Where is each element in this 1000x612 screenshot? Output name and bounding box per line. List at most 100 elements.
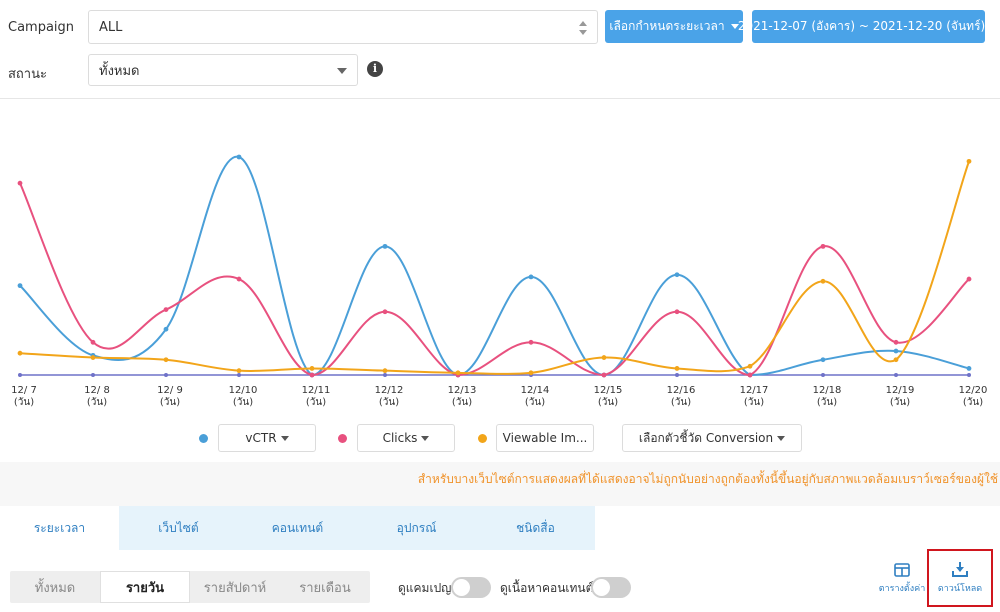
baseline-point [821, 373, 825, 377]
series-point [893, 339, 899, 345]
info-icon[interactable]: i [367, 61, 383, 77]
series-point [966, 158, 972, 164]
x-tick-sublabel: (วัน) [817, 397, 837, 408]
series-point [382, 309, 388, 315]
filter-divider [0, 98, 1000, 99]
x-tick-label: 12/ 7 [11, 385, 37, 396]
status-select-value: ทั้งหมด [99, 63, 140, 79]
vctr-metric-select[interactable]: vCTR [218, 424, 316, 452]
x-tick-sublabel: (วัน) [306, 397, 326, 408]
download-button[interactable]: ดาวน์โหลด [932, 561, 988, 595]
download-label: ดาวน์โหลด [937, 584, 983, 594]
series-point [893, 357, 899, 363]
series-line-0 [19, 155, 970, 377]
content-view-toggle[interactable] [591, 577, 631, 598]
status-label: สถานะ [8, 67, 47, 82]
x-tick-sublabel: (วัน) [890, 397, 910, 408]
series-point [163, 326, 169, 332]
table-settings-button[interactable]: ตารางตั้งค่า [876, 563, 928, 595]
series-point [820, 278, 826, 284]
series-point [17, 350, 23, 356]
x-tick-label: 12/12 [375, 385, 404, 396]
date-range-button[interactable]: 2021-12-07 (อังคาร) ~ 2021-12-20 (จันทร์… [738, 10, 1000, 43]
x-tick-label: 12/18 [813, 385, 842, 396]
x-tick-sublabel: (วัน) [87, 397, 107, 408]
download-icon [952, 562, 968, 577]
series-point [382, 368, 388, 374]
series-point [90, 339, 96, 345]
series-point [382, 243, 388, 249]
x-tick-sublabel: (วัน) [160, 397, 180, 408]
clicks-metric-select[interactable]: Clicks [357, 424, 455, 452]
series-point [674, 366, 680, 371]
series-point [309, 366, 315, 371]
series-point [966, 366, 972, 371]
series-point [17, 180, 23, 186]
series-point [820, 357, 826, 363]
series-point [674, 272, 680, 278]
campaign-view-label: ดูแคมเปญ [398, 581, 452, 595]
period-segmented-control: ทั้งหมด รายวัน รายสัปดาห์ รายเดือน [10, 571, 370, 603]
viewable-metric-select[interactable]: Viewable Im... [496, 424, 594, 452]
toggle-knob [453, 579, 470, 596]
tab-period[interactable]: ระยะเวลา [0, 506, 119, 550]
period-weekly[interactable]: รายสัปดาห์ [203, 580, 267, 596]
x-tick-label: 12/17 [740, 385, 769, 396]
select-period-button[interactable]: เลือกกำหนดระยะเวลา [605, 10, 743, 43]
campaign-select[interactable]: ALL [88, 10, 598, 44]
campaign-label: Campaign [8, 20, 75, 35]
caret-down-icon [777, 435, 786, 441]
updown-arrows-icon [579, 21, 587, 35]
series-point [601, 355, 607, 360]
series-point [236, 154, 242, 160]
x-tick-label: 12/14 [521, 385, 550, 396]
series-point [820, 243, 826, 249]
notice-band [0, 462, 1000, 506]
period-all[interactable]: ทั้งหมด [34, 580, 76, 596]
caret-down-icon [421, 435, 430, 441]
conversion-metric-label: เลือกตัวชี้วัด Conversion [638, 430, 774, 445]
x-tick-label: 12/16 [667, 385, 696, 396]
baseline-point [91, 373, 95, 377]
campaign-view-toggle[interactable] [451, 577, 491, 598]
series-point [528, 274, 534, 280]
x-tick-label: 12/15 [594, 385, 623, 396]
x-tick-sublabel: (วัน) [744, 397, 764, 408]
x-tick-label: 12/10 [229, 385, 258, 396]
x-tick-sublabel: (วัน) [379, 397, 399, 408]
status-select[interactable]: ทั้งหมด [88, 54, 358, 86]
viewable-legend-dot [478, 434, 487, 443]
clicks-metric-label: Clicks [382, 431, 418, 445]
content-view-label: ดูเนื้อหาคอนเทนต์ [500, 581, 594, 595]
vctr-legend-dot [199, 434, 208, 443]
conversion-metric-select[interactable]: เลือกตัวชี้วัด Conversion [622, 424, 802, 452]
series-point [163, 307, 169, 312]
x-tick-label: 12/ 9 [157, 385, 183, 396]
select-period-label: เลือกกำหนดระยะเวลา [609, 19, 725, 33]
tab-website[interactable]: เว็บไซต์ [119, 506, 238, 550]
tab-device[interactable]: อุปกรณ์ [357, 506, 476, 550]
series-point [966, 276, 972, 282]
baseline-point [383, 373, 387, 377]
clicks-legend-dot [338, 434, 347, 443]
chevron-down-icon [337, 68, 347, 74]
x-tick-label: 12/ 8 [84, 385, 110, 396]
tab-content[interactable]: คอนเทนต์ [238, 506, 357, 550]
series-point [528, 339, 534, 345]
tab-media-type[interactable]: ชนิดสื่อ [476, 506, 595, 550]
series-point [893, 348, 899, 354]
x-tick-label: 12/13 [448, 385, 477, 396]
table-settings-label: ตารางตั้งค่า [878, 584, 926, 594]
series-point [236, 368, 242, 374]
series-point [90, 355, 96, 360]
period-daily[interactable]: รายวัน [100, 571, 190, 603]
period-monthly[interactable]: รายเดือน [299, 580, 351, 596]
series-point [601, 372, 607, 378]
caret-down-icon [280, 435, 289, 441]
series-point [455, 370, 461, 376]
x-tick-label: 12/11 [302, 385, 331, 396]
baseline-point [237, 373, 241, 377]
series-line-2 [19, 161, 970, 375]
baseline-point [18, 373, 22, 377]
series-point [747, 372, 753, 378]
